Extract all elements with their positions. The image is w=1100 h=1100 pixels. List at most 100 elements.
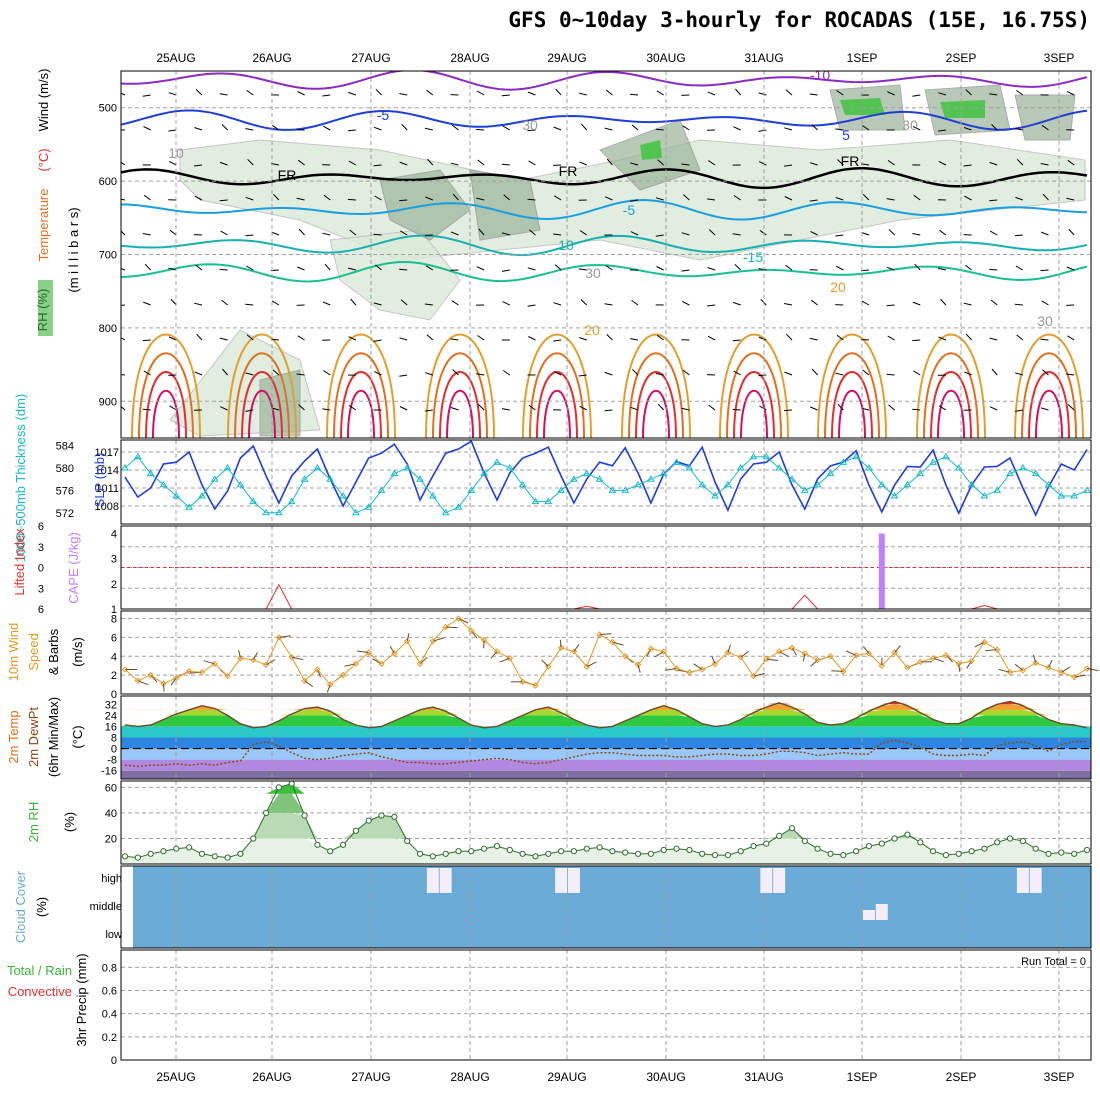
wind-barb bbox=[912, 301, 921, 306]
rh-point bbox=[1032, 845, 1039, 852]
rh-point bbox=[622, 849, 629, 856]
wind-barb bbox=[604, 371, 613, 376]
speed-label: Speed bbox=[26, 633, 41, 671]
rh-point bbox=[404, 837, 411, 845]
wind-barb bbox=[245, 303, 254, 306]
wind-barb bbox=[937, 129, 946, 132]
wind-barb-10m bbox=[612, 641, 624, 646]
warm-isotherm-loop bbox=[831, 371, 873, 438]
wind-barb bbox=[735, 88, 742, 96]
wind-barb bbox=[759, 405, 767, 411]
warm-isotherm-loop bbox=[543, 390, 571, 438]
warm-isotherm-loop bbox=[621, 333, 691, 438]
wind-barb bbox=[222, 368, 228, 376]
li-tick-label: 6 bbox=[38, 604, 44, 616]
wind-barb bbox=[143, 301, 151, 306]
wind-barb-10m bbox=[778, 651, 789, 658]
wind-barb bbox=[144, 263, 152, 271]
rh-point bbox=[134, 854, 141, 861]
wind-barb-10m bbox=[966, 660, 972, 669]
wind-barb bbox=[502, 369, 511, 376]
wind-barb-10m bbox=[637, 664, 641, 673]
wind-barb bbox=[784, 164, 793, 167]
wind-barb bbox=[1014, 409, 1023, 412]
rh-line bbox=[124, 782, 1088, 859]
wind-barb bbox=[297, 90, 305, 96]
warm-isotherm-loop bbox=[432, 352, 488, 438]
thickness-point bbox=[236, 480, 245, 488]
pressure-tick-label: 500 bbox=[99, 103, 117, 115]
rh-point bbox=[1058, 849, 1065, 856]
wind-barb bbox=[476, 90, 485, 96]
wind-barb bbox=[783, 409, 793, 412]
cloud-high-bar bbox=[439, 868, 452, 893]
wind-barb-10m bbox=[252, 652, 258, 661]
rh-point bbox=[147, 850, 154, 857]
rh-point bbox=[442, 850, 449, 857]
thickness-point bbox=[287, 497, 296, 505]
wind-barb bbox=[219, 161, 228, 166]
li-tick-label: 0 bbox=[38, 563, 44, 575]
wind-barb bbox=[527, 267, 536, 271]
wind-barb bbox=[1014, 303, 1023, 306]
wind-barb bbox=[322, 94, 331, 97]
thickness-point bbox=[428, 492, 437, 499]
rh-point bbox=[263, 809, 270, 817]
thickness-point bbox=[942, 452, 950, 460]
axis-labels: 25AUG 25AUG 26AUG 26AUG 27AUG 27AUG 28AUG 28AUG… bbox=[6, 51, 1086, 1084]
wind-speed-point bbox=[942, 652, 950, 659]
temperature-label: Temperature bbox=[36, 189, 51, 262]
thickness-point bbox=[967, 480, 976, 488]
wind-barb bbox=[657, 159, 665, 166]
wind-barb bbox=[121, 161, 126, 166]
contour-label: 20 bbox=[584, 322, 600, 338]
rh-point bbox=[237, 850, 244, 857]
wind-barb bbox=[478, 404, 485, 411]
cloud-label: Cloud Cover bbox=[13, 870, 28, 943]
cloud-high-bar bbox=[555, 868, 568, 893]
contour-label: FR bbox=[278, 167, 297, 183]
thickness-point bbox=[659, 469, 668, 477]
rh-point bbox=[942, 852, 950, 859]
wind-barb bbox=[809, 162, 818, 166]
wind-barb bbox=[1015, 265, 1024, 271]
rh-point bbox=[365, 817, 372, 824]
wind-barb bbox=[502, 301, 511, 306]
rh-point bbox=[686, 846, 693, 854]
wind-barb bbox=[246, 334, 254, 341]
wind-barb bbox=[347, 198, 356, 201]
wind-barb bbox=[963, 164, 972, 167]
wind-barb bbox=[401, 123, 408, 131]
rh-point bbox=[853, 848, 860, 855]
wind-barb bbox=[732, 408, 741, 411]
wind-barb bbox=[733, 370, 741, 376]
wind-speed-point bbox=[185, 668, 193, 675]
wind-barb bbox=[501, 94, 510, 97]
wind-barb bbox=[350, 298, 357, 306]
wind-barb bbox=[655, 128, 664, 131]
wind-barb bbox=[348, 336, 357, 341]
wind-barb bbox=[632, 368, 639, 376]
wind-barb bbox=[579, 405, 587, 411]
wind-barb bbox=[374, 195, 382, 201]
contour-label: -5 bbox=[623, 202, 636, 218]
date-label-bottom-2sep: 2SEP bbox=[946, 1070, 977, 1084]
wind-barb bbox=[606, 334, 613, 341]
date-label-bottom-28aug: 28AUG bbox=[450, 1070, 489, 1084]
wind-barb bbox=[195, 264, 203, 271]
wind-barb bbox=[1041, 124, 1049, 131]
rh-point bbox=[917, 839, 924, 846]
wind-barb bbox=[938, 336, 947, 341]
wind-barb bbox=[273, 193, 280, 201]
panel-frame-temp bbox=[120, 695, 1092, 780]
wind-barb bbox=[323, 370, 331, 376]
warm-isotherm-loop bbox=[529, 352, 585, 438]
wind-barb bbox=[758, 374, 767, 377]
wind-barb bbox=[1040, 407, 1049, 411]
wind-barb bbox=[501, 408, 510, 411]
rh-point bbox=[788, 825, 796, 832]
wind-barb bbox=[758, 268, 767, 271]
wind-barb bbox=[912, 94, 921, 97]
contour-label: 30 bbox=[522, 117, 538, 133]
rh-point bbox=[904, 831, 911, 838]
